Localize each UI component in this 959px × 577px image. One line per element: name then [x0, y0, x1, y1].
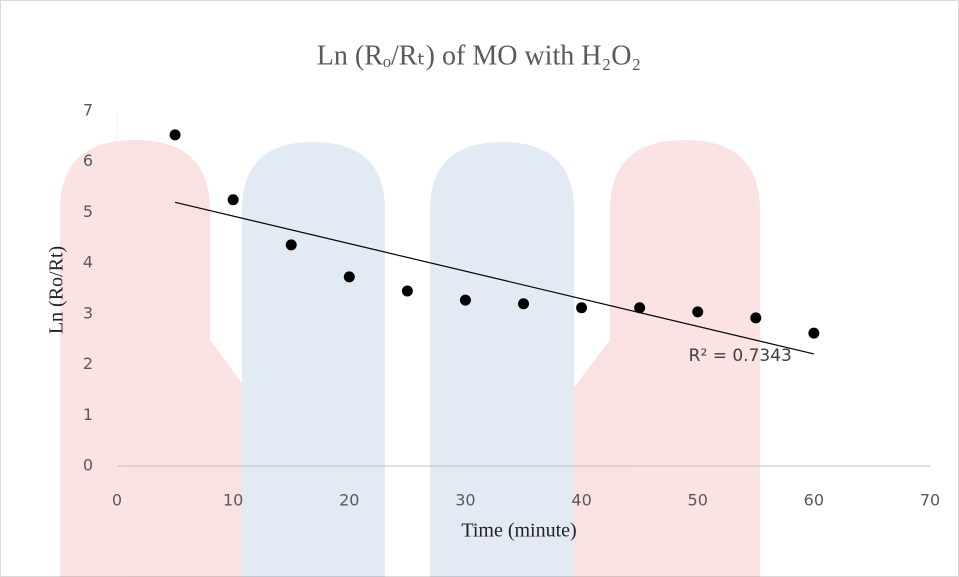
y-axis-title: Ln (Ro/Rt)	[46, 246, 68, 334]
data-point	[227, 194, 239, 206]
x-tick-label: 20	[339, 491, 359, 510]
y-tick-label: 0	[83, 456, 93, 475]
x-tick-label: 10	[223, 491, 243, 510]
x-axis-title: Time (minute)	[461, 520, 576, 542]
data-point	[750, 312, 762, 324]
data-point	[401, 285, 413, 297]
x-tick-label: 60	[804, 491, 824, 510]
data-point	[169, 129, 181, 141]
x-tick-label: 50	[688, 491, 708, 510]
y-tick-label: 7	[83, 101, 93, 120]
data-point	[634, 302, 646, 314]
trendline	[174, 201, 814, 355]
y-tick-label: 2	[83, 354, 93, 373]
watermark	[60, 140, 760, 577]
x-tick-label: 30	[455, 491, 475, 510]
y-tick-label: 5	[83, 202, 93, 221]
y-tick-label: 6	[83, 151, 93, 170]
data-point	[518, 298, 529, 310]
data-point	[808, 327, 820, 339]
y-tick-label: 4	[83, 253, 93, 272]
data-point	[576, 302, 588, 314]
data-point	[285, 239, 297, 251]
y-tick-label: 3	[83, 303, 93, 322]
data-point	[692, 306, 704, 318]
chart-title: Ln (Rₒ/Rₜ) of MO with H₂O₂	[317, 40, 641, 71]
x-tick-label: 40	[571, 491, 591, 510]
data-point	[343, 271, 355, 283]
data-point	[459, 294, 471, 306]
y-tick-label: 1	[83, 405, 93, 424]
x-tick-label: 70	[920, 491, 940, 510]
trendline-label: R² = 0.7343	[689, 346, 792, 366]
x-tick-label: 0	[112, 491, 122, 510]
